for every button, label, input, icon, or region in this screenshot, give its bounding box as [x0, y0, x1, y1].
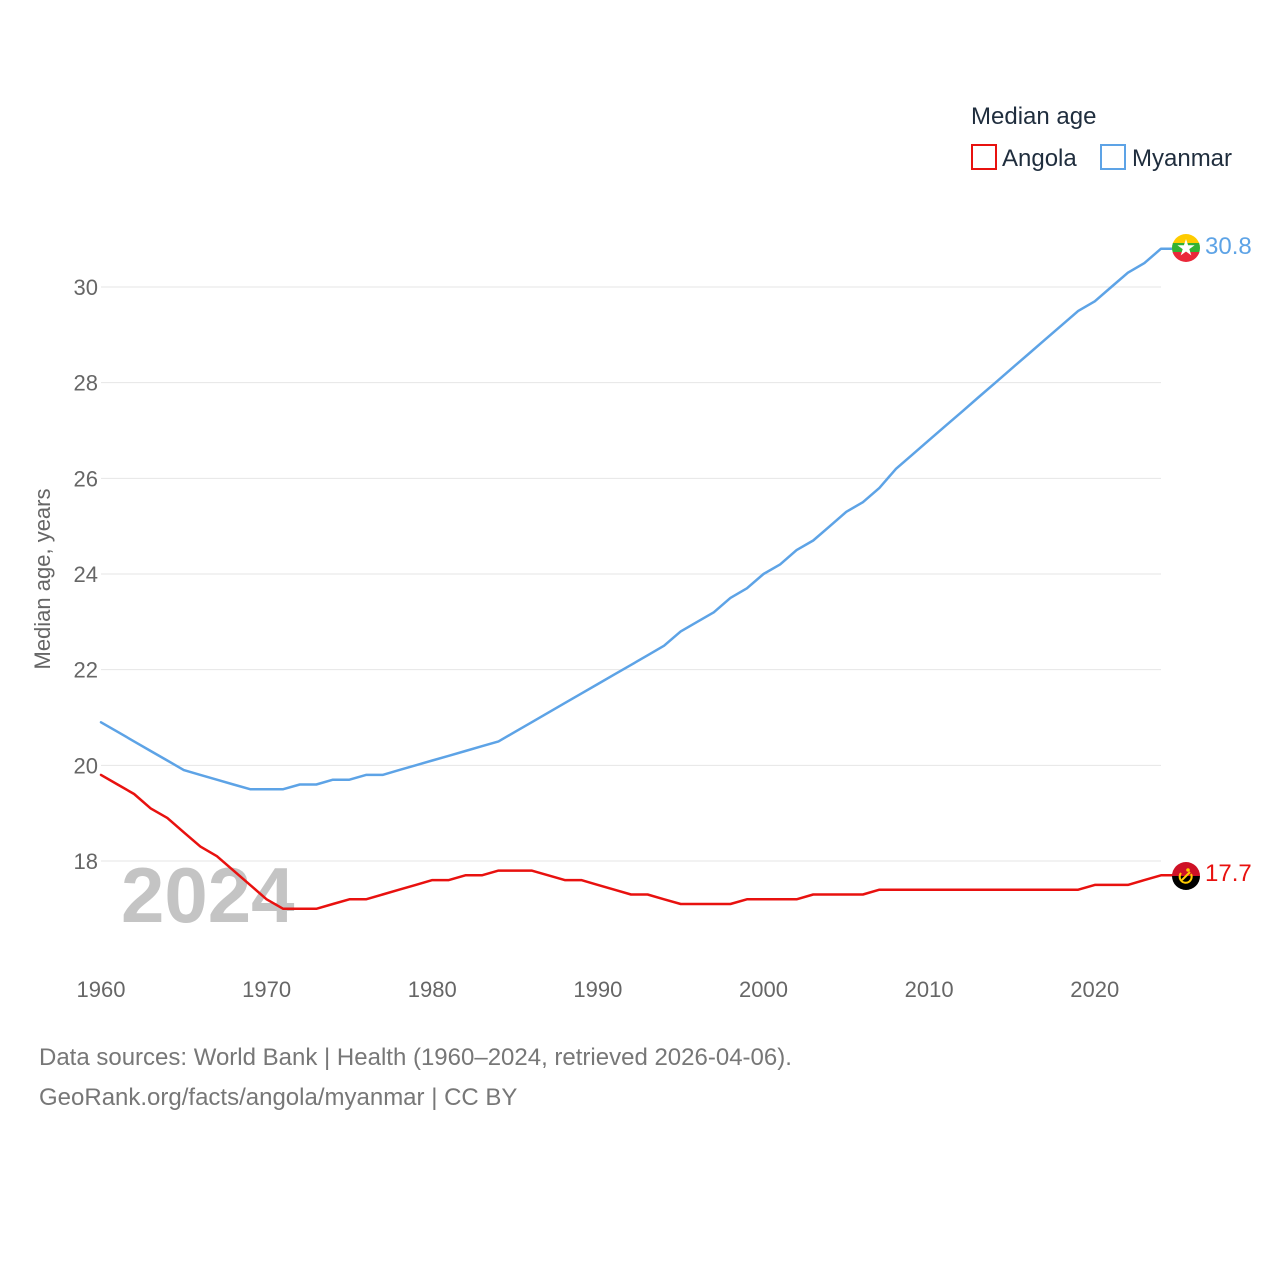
- x-tick-label-2000: 2000: [739, 977, 788, 1002]
- series-line-myanmar: [99, 247, 1174, 791]
- x-tick-label-2020: 2020: [1070, 977, 1119, 1002]
- footer-attribution: GeoRank.org/facts/angola/myanmar | CC BY: [39, 1084, 518, 1111]
- y-tick-label-26: 26: [74, 466, 98, 491]
- x-tick-label-2010: 2010: [905, 977, 954, 1002]
- y-tick-label-22: 22: [74, 658, 98, 683]
- angola-flag-icon: [1172, 862, 1200, 890]
- legend-item-angola[interactable]: Angola: [971, 144, 1077, 172]
- y-tick-label-24: 24: [74, 562, 98, 587]
- x-tick-label-1980: 1980: [408, 977, 457, 1002]
- myanmar-flag-icon: [1172, 234, 1200, 262]
- series-line-angola: [99, 773, 1174, 911]
- legend-label-angola: Angola: [1002, 145, 1077, 172]
- y-axis-title: Median age, years: [30, 489, 55, 670]
- y-tick-label-20: 20: [74, 753, 98, 778]
- legend-item-myanmar[interactable]: Myanmar: [1100, 144, 1232, 172]
- y-tick-label-28: 28: [74, 371, 98, 396]
- x-axis-ticks: 1960 1970 1980 1990 2000 2010 2020: [77, 977, 1120, 1002]
- series-lines: [99, 247, 1174, 911]
- y-tick-label-18: 18: [74, 849, 98, 874]
- x-tick-label-1990: 1990: [573, 977, 622, 1002]
- end-label-angola: 17.7: [1205, 860, 1252, 887]
- legend-label-myanmar: Myanmar: [1132, 145, 1232, 172]
- legend-swatch-angola: [971, 144, 997, 170]
- end-label-myanmar: 30.8: [1205, 233, 1252, 260]
- x-tick-label-1960: 1960: [77, 977, 126, 1002]
- legend-title: Median age: [971, 103, 1096, 130]
- footer-source: Data sources: World Bank | Health (1960–…: [39, 1044, 792, 1071]
- legend: Median age Angola Myanmar: [971, 103, 1232, 172]
- gridlines: [101, 286, 1161, 862]
- year-watermark: 2024: [121, 851, 295, 939]
- y-tick-label-30: 30: [74, 275, 98, 300]
- legend-swatch-myanmar: [1100, 144, 1126, 170]
- x-tick-label-1970: 1970: [242, 977, 291, 1002]
- y-axis-ticks: 18 20 22 24 26 28 30: [74, 275, 98, 874]
